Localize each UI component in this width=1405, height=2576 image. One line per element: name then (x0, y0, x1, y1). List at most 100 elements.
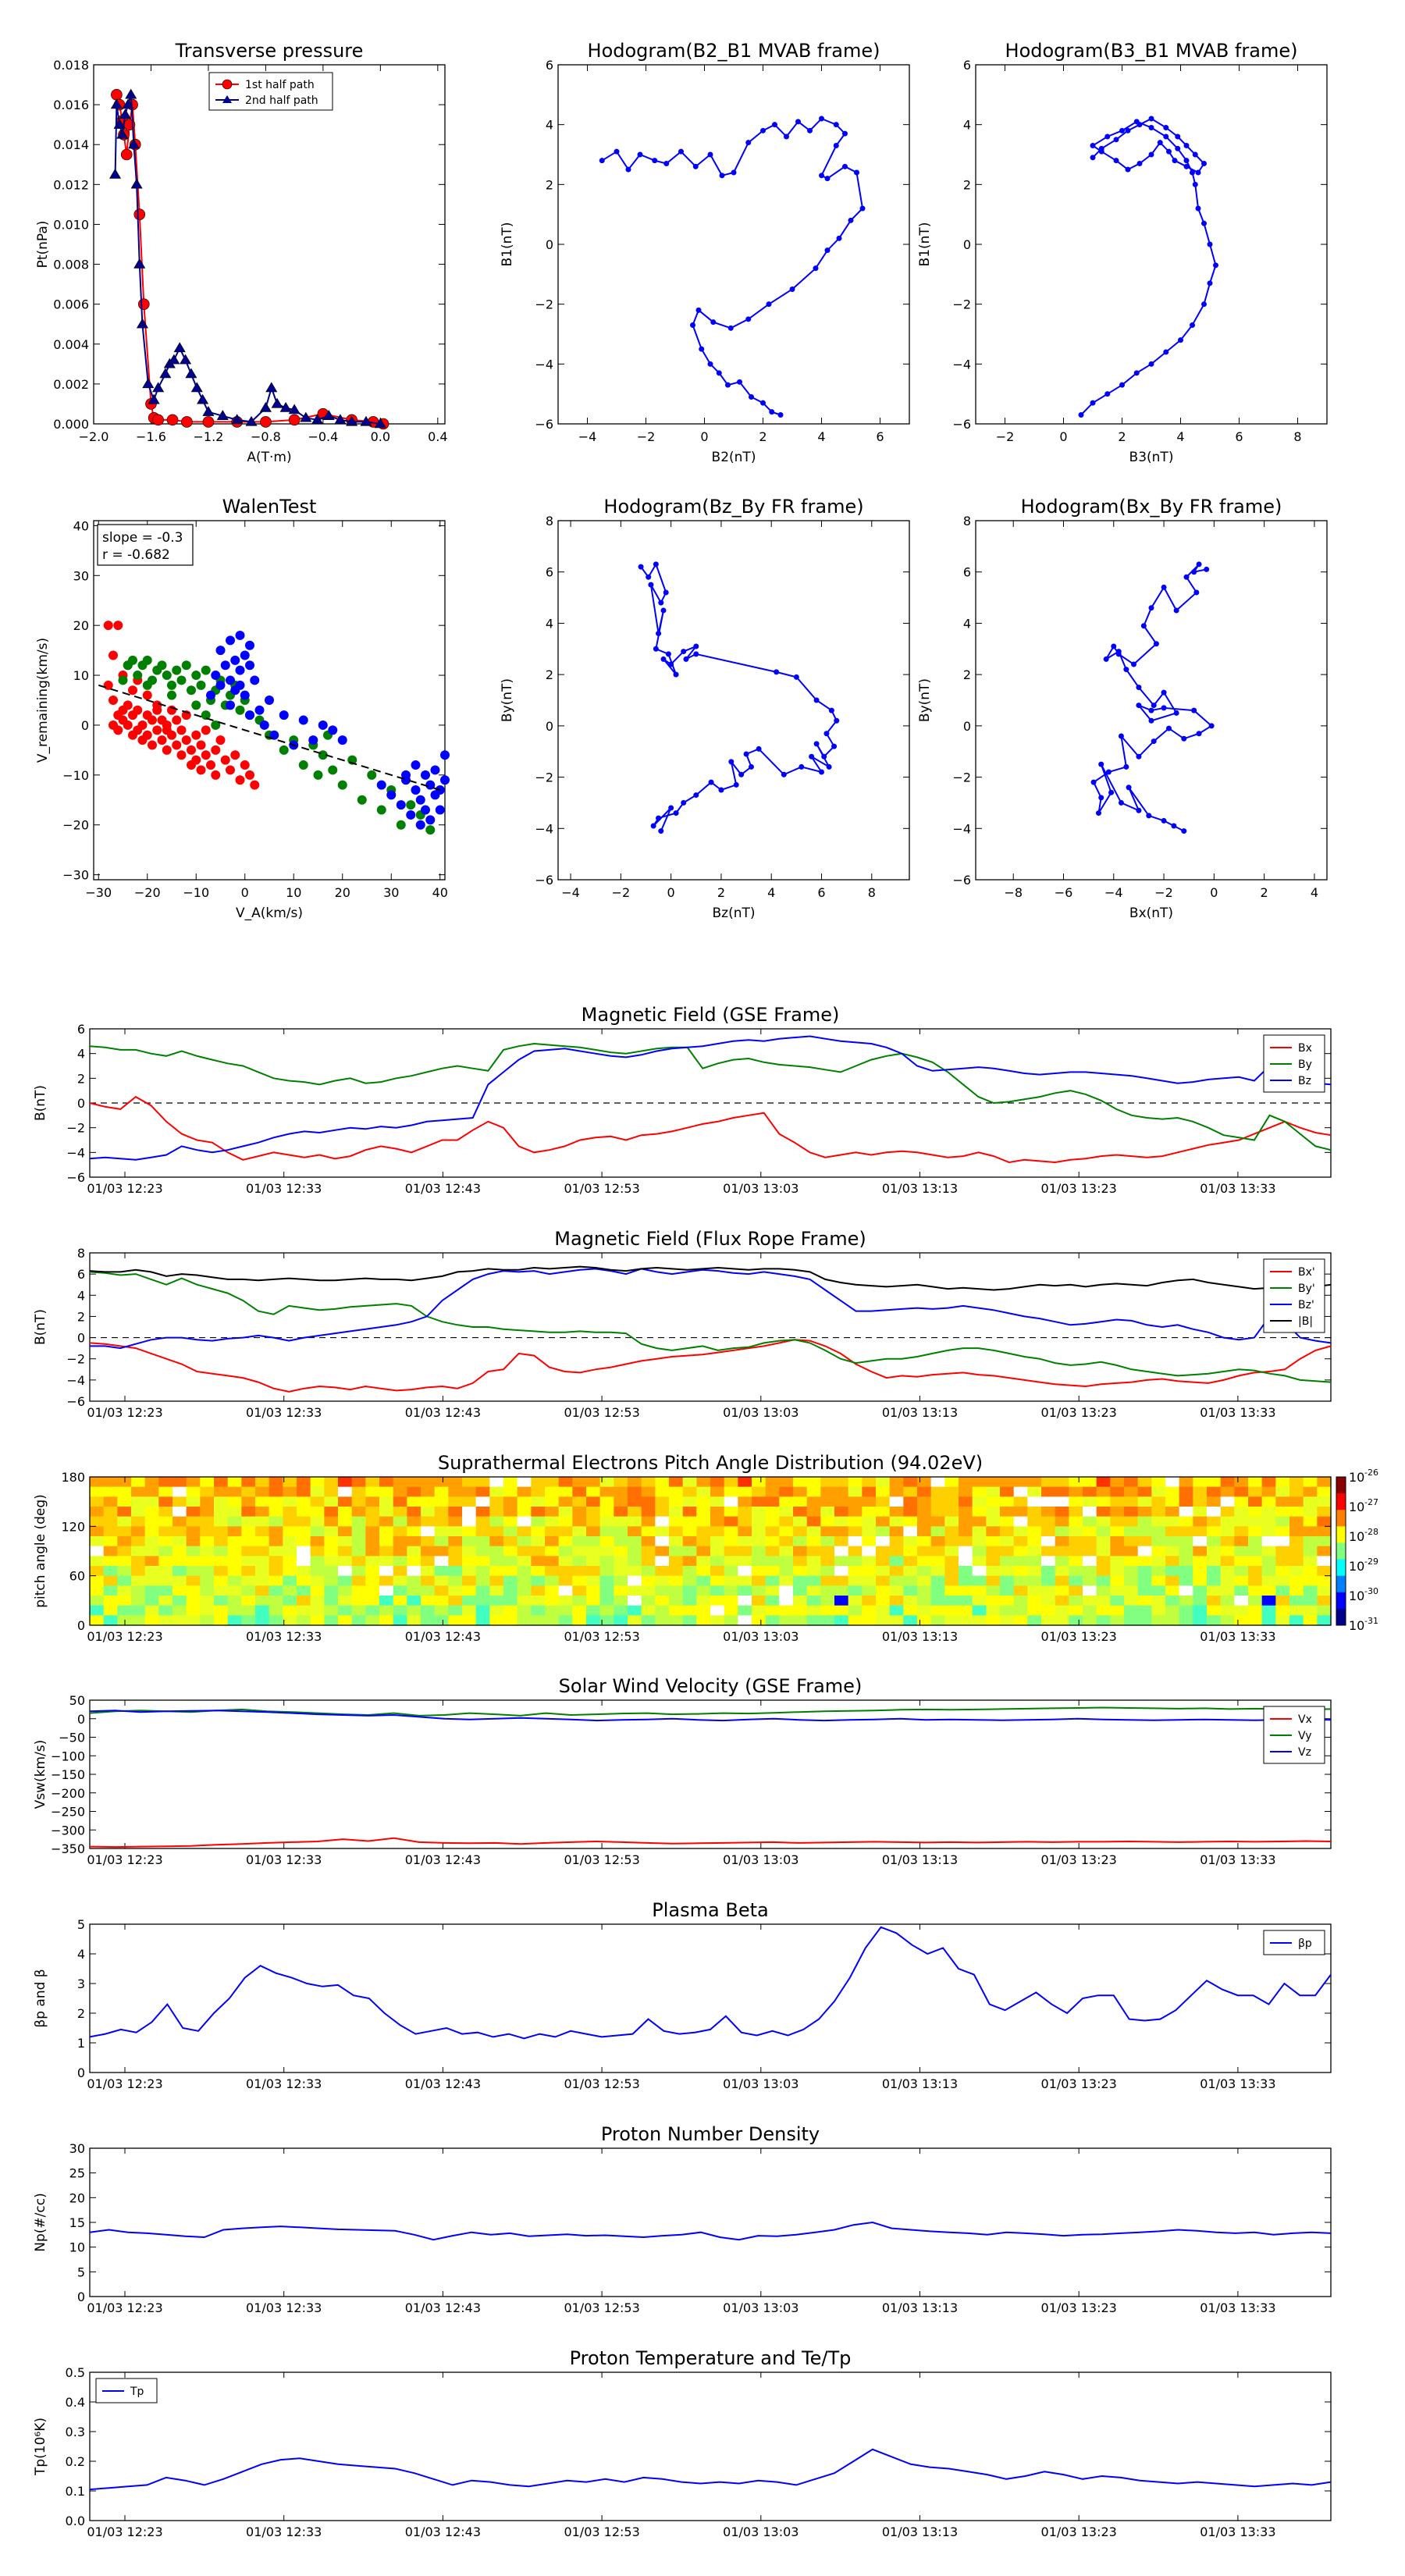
data-point (328, 765, 338, 775)
data-point (769, 409, 775, 415)
heatmap-cell (614, 1596, 628, 1606)
heatmap-cell (655, 1516, 670, 1527)
x-tick-label: 40 (432, 885, 448, 900)
time-tick-label: 01/03 12:43 (405, 1405, 481, 1420)
heatmap-cell (324, 1516, 339, 1527)
data-point (1105, 769, 1112, 775)
heatmap-cell (1000, 1477, 1015, 1488)
heatmap-cell (1000, 1486, 1015, 1497)
heatmap-cell (379, 1575, 394, 1586)
heatmap-cell (324, 1575, 339, 1586)
heatmap-cell (241, 1596, 256, 1606)
y-tick-label: 30 (73, 568, 89, 583)
heatmap-cell (1207, 1526, 1222, 1537)
heatmap-cell (324, 1496, 339, 1507)
heatmap-cell (1248, 1536, 1263, 1547)
heatmap-cell (1137, 1556, 1152, 1567)
data-point (215, 680, 226, 690)
y-tick-label: −4 (952, 821, 971, 836)
heatmap-cell (1083, 1585, 1097, 1596)
heatmap-cell (351, 1516, 366, 1527)
data-point (1098, 761, 1104, 767)
heatmap-cell (558, 1516, 573, 1527)
heatmap-cell (669, 1566, 684, 1577)
heatmap-cell (614, 1556, 628, 1567)
heatmap-cell (1000, 1546, 1015, 1557)
heatmap-cell (200, 1546, 215, 1557)
y-tick-label: 25 (69, 2166, 85, 2181)
data-point (1125, 127, 1131, 133)
heatmap-cell (1289, 1615, 1304, 1626)
annotation-slope: slope = -0.3 (102, 530, 183, 546)
data-point (176, 750, 187, 760)
data-point (760, 127, 766, 133)
heatmap-cell (710, 1486, 725, 1497)
heatmap-cell (517, 1546, 532, 1557)
heatmap-cell (682, 1477, 697, 1488)
heatmap-cell (310, 1575, 325, 1586)
data-point (842, 163, 848, 169)
heatmap-cell (475, 1496, 490, 1507)
heatmap-cell (682, 1615, 697, 1626)
heatmap-cell (848, 1615, 863, 1626)
data-point (1133, 119, 1140, 125)
data-point (386, 790, 397, 800)
heatmap-cell (889, 1575, 904, 1586)
data-point (167, 690, 176, 700)
heatmap-cell (752, 1566, 767, 1577)
heatmap-cell (1096, 1496, 1111, 1507)
data-point (1123, 667, 1129, 673)
data-point (159, 368, 172, 379)
heatmap-cell (903, 1536, 918, 1547)
data-point (819, 769, 824, 775)
heatmap-cell (297, 1536, 311, 1547)
heatmap-cell (682, 1496, 697, 1507)
heatmap-cell (558, 1615, 573, 1626)
heatmap-cell (586, 1486, 601, 1497)
y-tick-label: −6 (66, 1394, 85, 1409)
heatmap-cell (1083, 1516, 1097, 1527)
data-point (1131, 661, 1136, 667)
chart-title: Magnetic Field (Flux Rope Frame) (554, 1228, 866, 1250)
data-point (206, 690, 215, 700)
data-point (440, 775, 450, 785)
heatmap-cell (1124, 1596, 1139, 1606)
heatmap-cell (545, 1507, 560, 1517)
heatmap-cell (1137, 1526, 1152, 1537)
heatmap-cell (351, 1566, 366, 1577)
y-tick-label: 5 (77, 1917, 85, 1932)
heatmap-cell (475, 1536, 490, 1547)
heatmap-cell (338, 1585, 353, 1596)
heatmap-cell (614, 1575, 628, 1586)
heatmap-cell (599, 1556, 614, 1567)
heatmap-cell (710, 1546, 725, 1557)
time-tick-label: 01/03 12:53 (564, 1181, 639, 1196)
heatmap-cell (682, 1575, 697, 1586)
heatmap-cell (269, 1605, 283, 1616)
x-tick-label: −4 (578, 429, 597, 444)
heatmap-cell (1013, 1585, 1028, 1596)
heatmap-cell (421, 1536, 436, 1547)
data-point (668, 661, 674, 667)
heatmap-cell (793, 1507, 808, 1517)
series-line (1080, 117, 1217, 416)
legend-label: |B| (1298, 1315, 1313, 1328)
heatmap-cell (1275, 1605, 1290, 1616)
y-tick-label: 180 (61, 1470, 85, 1485)
heatmap-cell (1083, 1477, 1097, 1488)
heatmap-cell (917, 1566, 932, 1577)
heatmap-cell (1151, 1507, 1166, 1517)
data-point (191, 755, 201, 765)
y-tick-label: −6 (535, 417, 553, 432)
heatmap-cell (241, 1575, 256, 1586)
heatmap-cell (710, 1615, 725, 1626)
heatmap-cell (1165, 1566, 1180, 1577)
heatmap-cell (724, 1556, 738, 1567)
heatmap-cell (848, 1507, 863, 1517)
heatmap-cell (738, 1477, 752, 1488)
heatmap-cell (1179, 1536, 1193, 1547)
heatmap-cell (1096, 1507, 1111, 1517)
heatmap-cell (903, 1575, 918, 1586)
time-tick-label: 01/03 12:33 (246, 1405, 322, 1420)
data-point (142, 730, 152, 740)
